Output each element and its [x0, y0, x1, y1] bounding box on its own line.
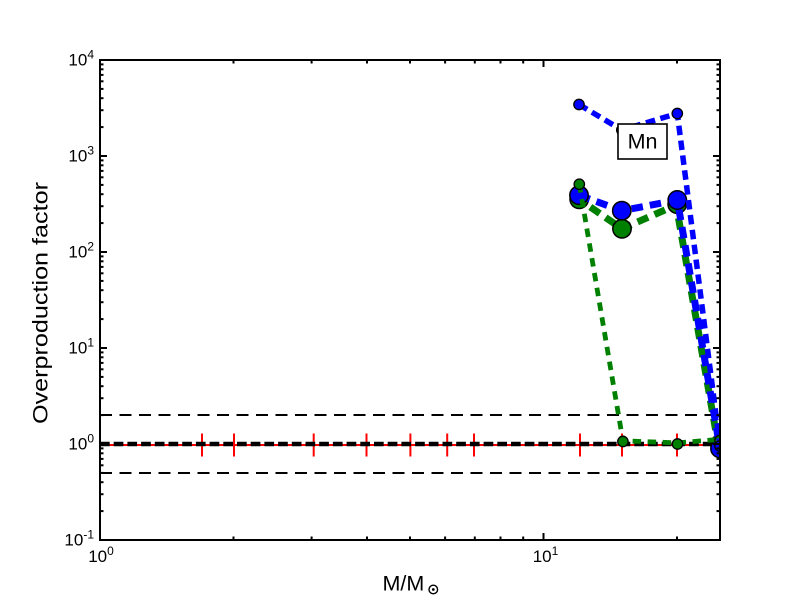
svg-text:M/M: M/M [383, 572, 425, 596]
svg-text:Mn: Mn [628, 130, 658, 154]
svg-text:Overproduction factor: Overproduction factor [29, 182, 53, 424]
